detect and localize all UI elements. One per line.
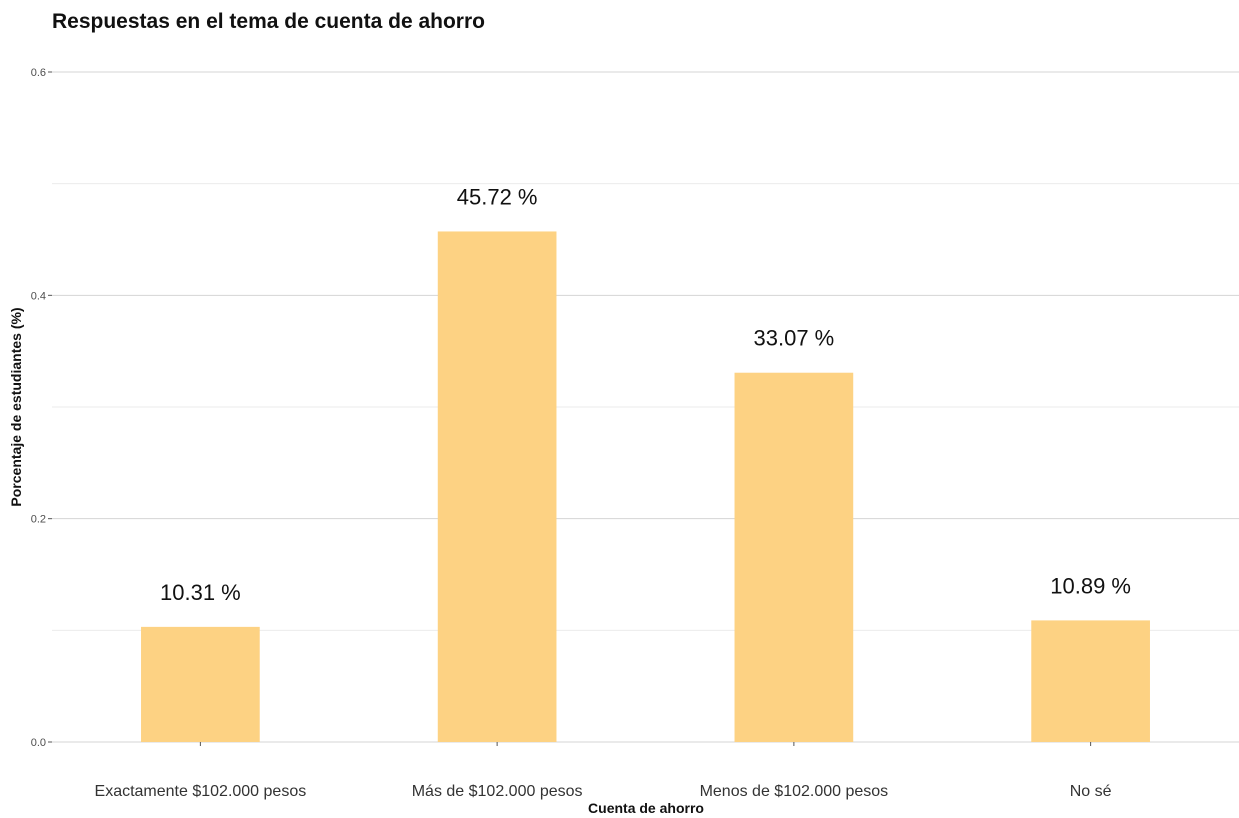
bar — [1031, 620, 1150, 742]
y-axis-ticks: 0.0 0.2 0.4 0.6 — [31, 67, 52, 749]
y-axis-title: Porcentaje de estudiantes (%) — [8, 307, 24, 506]
x-axis-title: Cuenta de ahorro — [588, 800, 704, 816]
data-label: 33.07 % — [754, 326, 835, 351]
x-axis-categories: Exactamente $102.000 pesos Más de $102.00… — [95, 742, 1112, 800]
bar — [437, 231, 557, 742]
data-label: 10.89 % — [1050, 573, 1131, 598]
y-tick-label: 0.4 — [31, 290, 46, 302]
data-label: 45.72 % — [457, 184, 538, 209]
bar — [141, 626, 260, 742]
bars — [141, 231, 1150, 742]
chart-title: Respuestas en el tema de cuenta de ahorr… — [52, 10, 485, 33]
x-category-label: Menos de $102.000 pesos — [700, 783, 889, 800]
y-tick-label: 0.2 — [31, 514, 46, 526]
y-tick-label: 0.0 — [31, 737, 46, 749]
data-labels: 10.31 % 45.72 % 33.07 % 10.89 % — [160, 184, 1131, 604]
data-label: 10.31 % — [160, 580, 241, 605]
x-category-label: Exactamente $102.000 pesos — [95, 783, 307, 800]
y-tick-label: 0.6 — [31, 67, 46, 79]
bar — [734, 372, 854, 742]
x-category-label: Más de $102.000 pesos — [412, 783, 583, 800]
x-category-label: No sé — [1070, 783, 1112, 800]
